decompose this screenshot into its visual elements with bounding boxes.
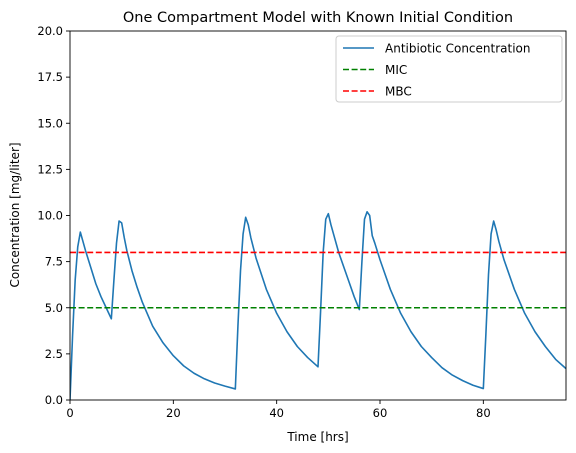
x-tick-label: 40 [269,406,284,420]
chart-title: One Compartment Model with Known Initial… [123,10,513,26]
x-axis-label: Time [hrs] [286,430,348,444]
legend: Antibiotic Concentration MIC MBC [335,35,563,103]
x-tick-label: 60 [373,406,388,420]
legend-label: MIC [385,63,407,77]
x-tick-label: 20 [166,406,181,420]
y-tick-label: 15.0 [37,116,63,130]
y-tick-label: 0.0 [45,393,63,407]
y-tick-label: 5.0 [45,301,63,315]
series-line-1 [70,211,566,400]
legend-label: MBC [385,85,412,99]
axes: 0 20 40 60 80 0.0 2.5 5.0 7.5 10.0 12.5 15.0 17.5 20.… [37,24,567,420]
x-tick-label: 0 [66,406,73,420]
y-tick-label: 17.5 [37,70,63,84]
legend-label: Antibiotic Concentration [385,42,531,56]
y-tick-label: 12.5 [37,162,63,176]
plot-area [70,211,566,400]
x-tick-label: 80 [476,406,491,420]
legend-box [335,35,563,103]
y-tick-label: 2.5 [45,347,63,361]
y-tick-label: 20.0 [37,24,63,38]
y-axis-label: Concentration [mg/liter] [8,142,22,287]
y-tick-label: 10.0 [37,209,63,223]
y-tick-label: 7.5 [45,255,63,269]
